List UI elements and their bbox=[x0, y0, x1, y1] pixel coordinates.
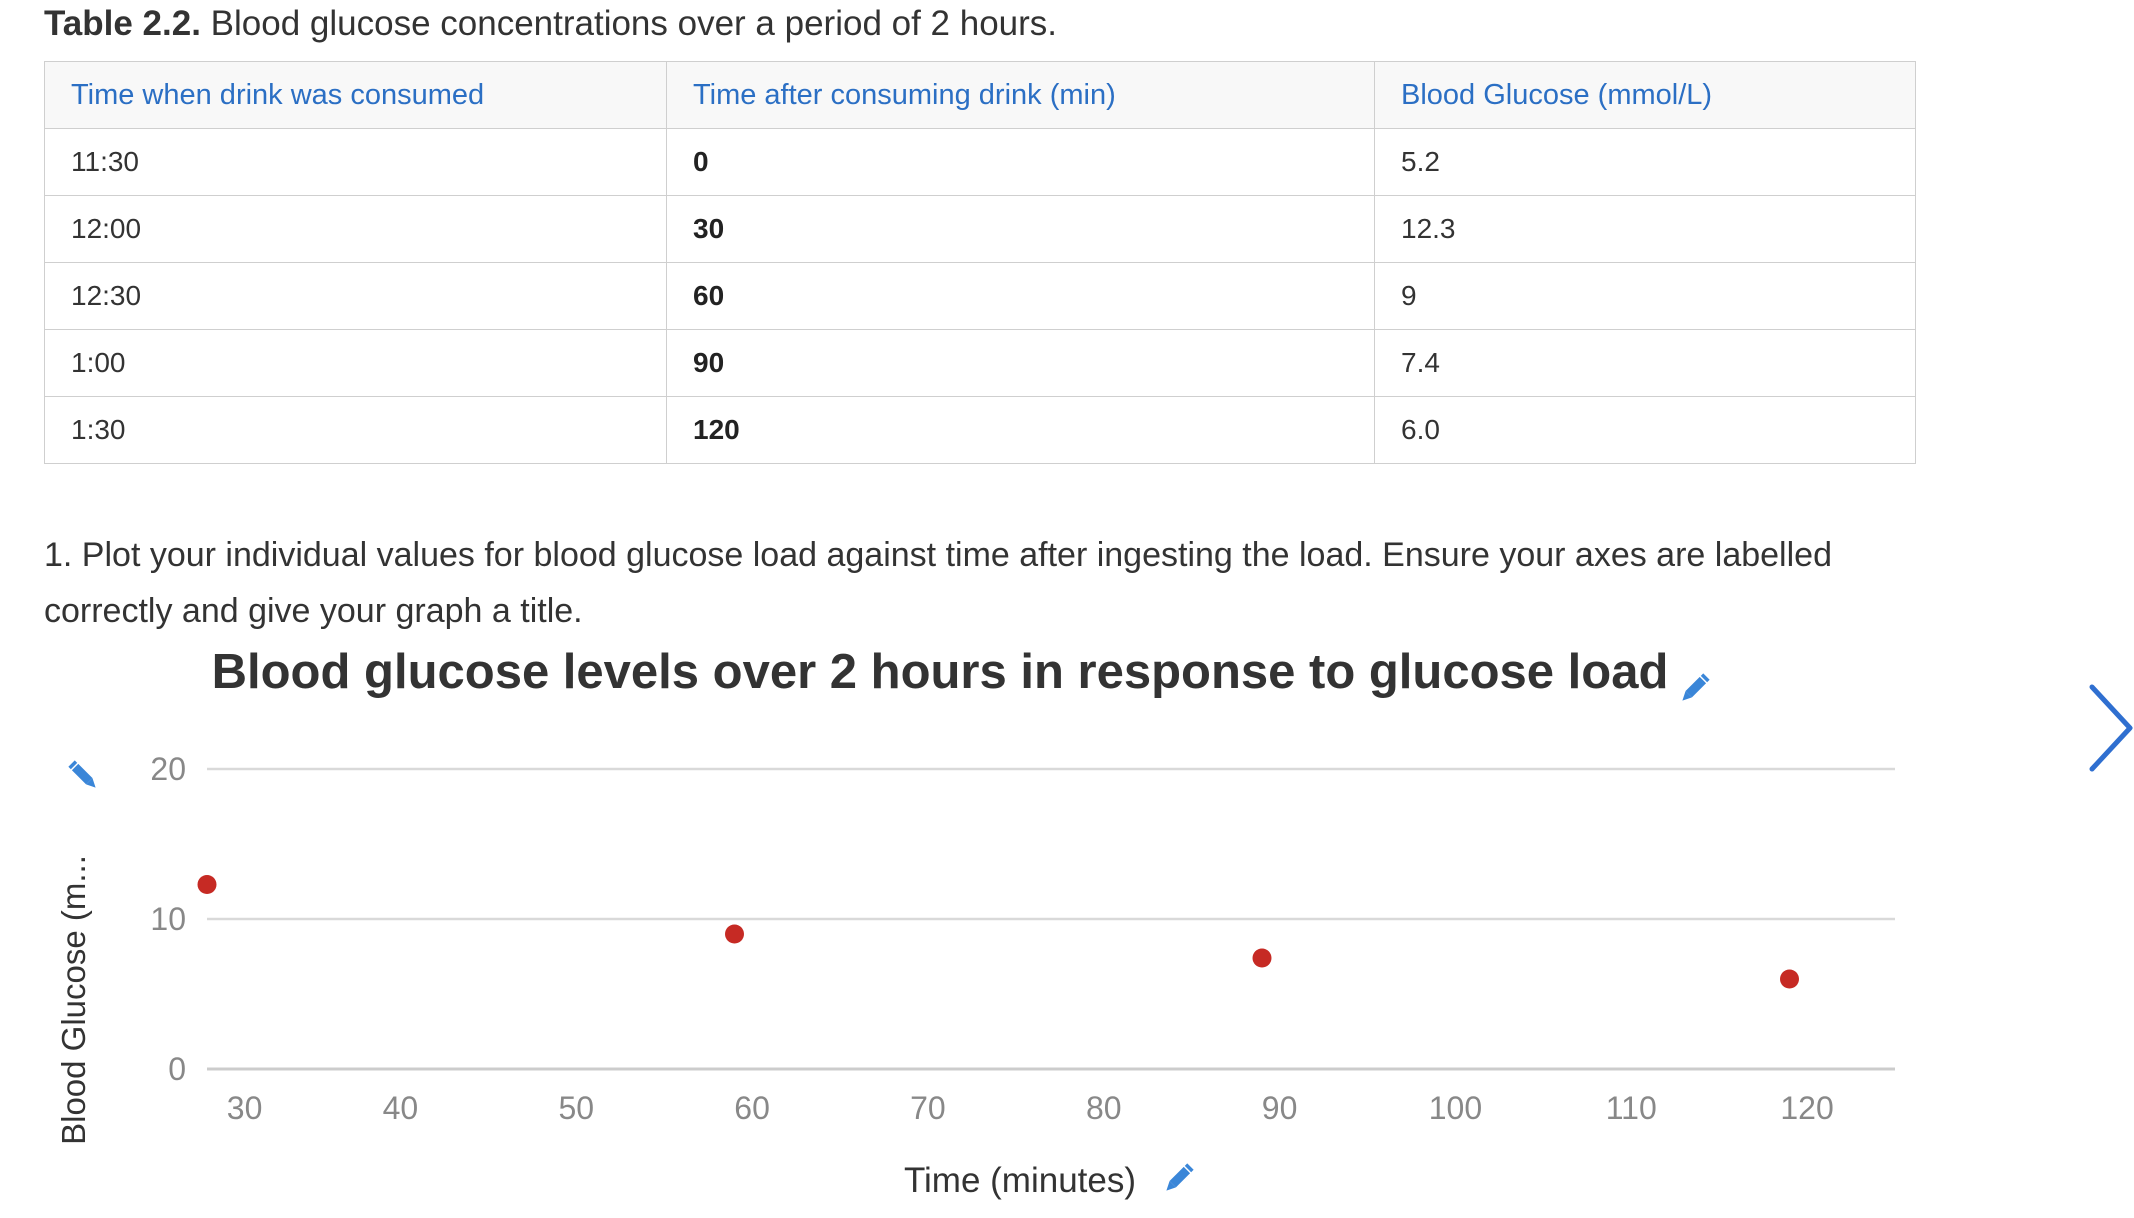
table-cell: 12:30 bbox=[44, 262, 667, 330]
table-row: 12:30 60 9 bbox=[44, 262, 1916, 330]
y-axis-label: Blood Glucose (m... bbox=[55, 855, 92, 1145]
column-header: Blood Glucose (mmol/L) bbox=[1374, 61, 1916, 129]
table-row: 12:00 30 12.3 bbox=[44, 195, 1916, 263]
column-header: Time after consuming drink (min) bbox=[666, 61, 1375, 129]
table-cell: 60 bbox=[666, 262, 1375, 330]
table-caption: Table 2.2. Blood glucose concentrations … bbox=[44, 4, 1057, 44]
x-tick-label: 30 bbox=[227, 1090, 263, 1126]
x-tick-label: 110 bbox=[1606, 1090, 1657, 1126]
data-point[interactable] bbox=[197, 875, 217, 894]
table-cell: 7.4 bbox=[1374, 329, 1916, 397]
edit-xlabel-pencil-icon[interactable] bbox=[1163, 1163, 1194, 1193]
table-cell: 120 bbox=[666, 396, 1375, 464]
next-chevron-right-icon[interactable] bbox=[2088, 683, 2134, 773]
edit-title-pencil-icon[interactable] bbox=[1679, 673, 1710, 703]
x-tick-label: 90 bbox=[1262, 1090, 1298, 1126]
column-header: Time when drink was consumed bbox=[44, 61, 667, 129]
chart-gridlines bbox=[207, 767, 1895, 1071]
x-tick-label: 50 bbox=[558, 1090, 594, 1126]
question-prompt: 1. Plot your individual values for blood… bbox=[44, 536, 1832, 630]
x-tick-label: 60 bbox=[734, 1090, 770, 1126]
table-row: 1:30 120 6.0 bbox=[44, 396, 1916, 464]
table-cell: 30 bbox=[666, 195, 1375, 263]
data-point[interactable] bbox=[1780, 969, 1799, 989]
chart-svg: 0 10 20 30 40 50 60 70 80 90 100 110 120 Blood gluc… bbox=[55, 645, 1895, 1200]
table-cell: 6.0 bbox=[1374, 396, 1916, 464]
table-cell: 5.2 bbox=[1374, 128, 1916, 196]
chart-title: Blood glucose levels over 2 hours in res… bbox=[212, 645, 1669, 699]
x-tick-label: 70 bbox=[910, 1090, 946, 1126]
y-tick-label: 20 bbox=[150, 751, 186, 787]
x-axis-label: Time (minutes) bbox=[904, 1161, 1136, 1200]
table-cell: 1:30 bbox=[44, 396, 667, 464]
x-tick-label: 100 bbox=[1429, 1090, 1482, 1126]
table-cell: 0 bbox=[666, 128, 1375, 196]
table-header-row: Time when drink was consumed Time after … bbox=[44, 61, 1916, 129]
glucose-table: Time when drink was consumed Time after … bbox=[44, 61, 1916, 464]
data-point[interactable] bbox=[1252, 948, 1272, 968]
table-caption-label: Table 2.2. bbox=[44, 4, 201, 43]
data-points bbox=[197, 875, 1799, 989]
glucose-chart: 0 10 20 30 40 50 60 70 80 90 100 110 120 Blood gluc… bbox=[0, 640, 2134, 1218]
table-caption-text: Blood glucose concentrations over a peri… bbox=[210, 4, 1058, 43]
table-row: 11:30 0 5.2 bbox=[44, 128, 1916, 196]
edit-ylabel-pencil-icon[interactable] bbox=[68, 760, 98, 790]
table-cell: 11:30 bbox=[44, 128, 667, 196]
y-axis-ticks: 0 10 20 bbox=[150, 751, 186, 1087]
table-cell: 9 bbox=[1374, 262, 1916, 330]
table-cell: 12:00 bbox=[44, 195, 667, 263]
y-tick-label: 0 bbox=[168, 1051, 186, 1087]
x-tick-label: 80 bbox=[1086, 1090, 1122, 1126]
data-point[interactable] bbox=[725, 924, 744, 944]
table-cell: 90 bbox=[666, 329, 1375, 397]
y-tick-label: 10 bbox=[150, 901, 186, 937]
table-cell: 1:00 bbox=[44, 329, 667, 397]
table-cell: 12.3 bbox=[1374, 195, 1916, 263]
x-tick-label: 40 bbox=[383, 1090, 419, 1126]
x-tick-label: 120 bbox=[1780, 1090, 1833, 1126]
x-axis-ticks: 30 40 50 60 70 80 90 100 110 120 bbox=[227, 1090, 1834, 1126]
table-row: 1:00 90 7.4 bbox=[44, 329, 1916, 397]
